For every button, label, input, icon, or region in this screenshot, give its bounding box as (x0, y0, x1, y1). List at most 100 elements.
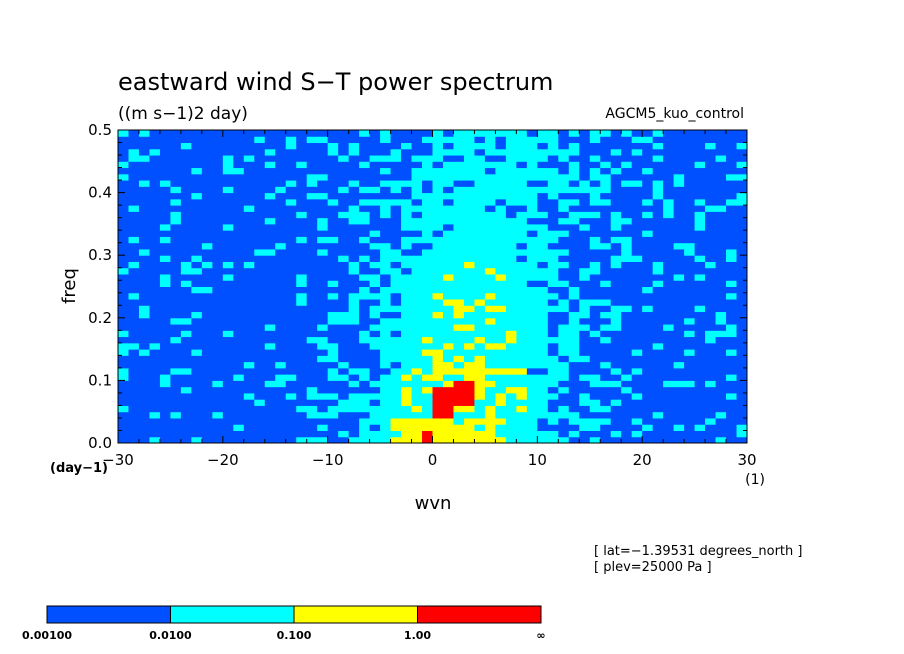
heatmap-cell (159, 236, 171, 244)
heatmap-cell (621, 417, 633, 425)
heatmap-cell (327, 292, 339, 300)
heatmap-cell (411, 236, 423, 244)
heatmap-cell (642, 255, 654, 262)
heatmap-cell (380, 155, 392, 162)
heatmap-cell (138, 430, 150, 438)
heatmap-cell (526, 217, 538, 225)
heatmap-cell (254, 430, 266, 438)
heatmap-cell (411, 405, 423, 413)
heatmap-cell (432, 217, 444, 225)
heatmap-cell (432, 173, 444, 181)
heatmap-cell (705, 186, 717, 194)
heatmap-cell (442, 211, 454, 219)
x-tick-label: −20 (207, 451, 239, 469)
heatmap-cell (285, 386, 297, 394)
heatmap-cell (673, 299, 685, 306)
heatmap-cell (589, 430, 601, 438)
heatmap-cell (369, 324, 381, 331)
heatmap-cell (348, 161, 360, 169)
heatmap-cell (296, 299, 308, 306)
heatmap-cell (589, 167, 601, 175)
heatmap-cell (537, 136, 549, 144)
heatmap-cell (673, 330, 685, 338)
heatmap-cell (495, 198, 507, 206)
heatmap-cell (631, 305, 643, 313)
heatmap-cell (327, 330, 339, 338)
heatmap-cell (422, 148, 433, 156)
heatmap-cell (516, 380, 528, 388)
heatmap-cell (694, 299, 706, 306)
heatmap-cell (201, 436, 213, 444)
heatmap-cell (484, 361, 496, 369)
heatmap-cell (390, 230, 402, 237)
heatmap-cell (128, 211, 140, 219)
heatmap-cell (537, 142, 549, 150)
heatmap-cell (505, 330, 517, 338)
heatmap-cell (390, 211, 402, 219)
heatmap-cell (348, 167, 360, 175)
heatmap-cell (537, 198, 549, 206)
heatmap-cell (547, 355, 559, 363)
heatmap-cell (338, 167, 350, 175)
heatmap-cell (631, 299, 643, 306)
heatmap-cell (306, 336, 318, 344)
heatmap-cell (537, 430, 549, 438)
heatmap-cell (338, 311, 350, 319)
heatmap-cell (579, 211, 591, 219)
heatmap-cell (118, 211, 129, 219)
heatmap-cell (191, 167, 203, 175)
heatmap-cell (348, 399, 360, 406)
heatmap-cell (600, 230, 612, 237)
heatmap-cell (715, 436, 727, 444)
heatmap-cell (369, 317, 381, 325)
x-tick-label: 20 (633, 451, 652, 469)
heatmap-cell (338, 411, 350, 419)
heatmap-cell (243, 186, 255, 194)
heatmap-cell (684, 305, 696, 313)
heatmap-cell (401, 255, 413, 262)
heatmap-cell (264, 205, 276, 212)
heatmap-cell (118, 361, 129, 369)
heatmap-cell (673, 261, 685, 269)
heatmap-cell (684, 405, 696, 413)
heatmap-cell (505, 236, 517, 244)
heatmap-cell (673, 361, 685, 369)
heatmap-cell (222, 399, 234, 406)
heatmap-cell (201, 330, 213, 338)
heatmap-cell (275, 324, 287, 331)
heatmap-cell (306, 173, 318, 181)
heatmap-cell (474, 411, 486, 419)
heatmap-cell (453, 317, 465, 325)
heatmap-cell (463, 374, 475, 381)
heatmap-cell (600, 411, 612, 419)
heatmap-cell (684, 367, 696, 375)
heatmap-cell (652, 336, 664, 344)
heatmap-cell (411, 417, 423, 425)
heatmap-cell (705, 223, 717, 231)
heatmap-cell (442, 142, 454, 150)
heatmap-cell (495, 392, 507, 400)
heatmap-cell (663, 267, 675, 275)
heatmap-cell (610, 292, 622, 300)
heatmap-cell (285, 248, 297, 256)
heatmap-cell (243, 349, 255, 356)
heatmap-cell (726, 267, 738, 275)
heatmap-cell (621, 292, 633, 300)
heatmap-cell (159, 336, 171, 344)
colorbar-label: 1.00 (404, 629, 431, 642)
heatmap-cell (579, 405, 591, 413)
heatmap-cell (411, 148, 423, 156)
heatmap-cell (233, 336, 245, 344)
heatmap-cell (453, 299, 465, 306)
heatmap-cell (338, 223, 350, 231)
heatmap-cell (275, 173, 287, 181)
heatmap-cell (516, 349, 528, 356)
heatmap-cell (180, 392, 192, 400)
heatmap-cell (285, 361, 297, 369)
heatmap-cell (275, 317, 287, 325)
heatmap-cell (296, 180, 308, 187)
heatmap-cell (411, 436, 423, 444)
heatmap-cell (275, 255, 287, 262)
heatmap-cell (453, 161, 465, 169)
heatmap-cell (401, 367, 413, 375)
